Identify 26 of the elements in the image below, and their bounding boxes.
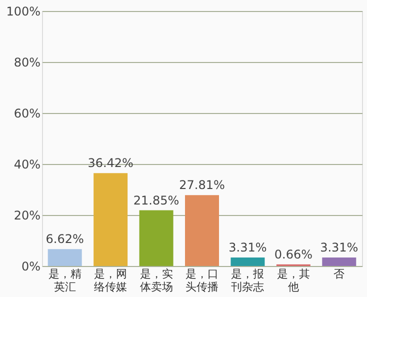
data-label: 27.81% bbox=[179, 178, 225, 192]
bar bbox=[185, 195, 219, 266]
x-tick-label: 是，精英汇 bbox=[48, 268, 82, 294]
y-tick-label: 40% bbox=[14, 158, 40, 172]
x-tick-label: 是，实体卖场 bbox=[140, 268, 173, 294]
y-tick-label: 60% bbox=[14, 106, 40, 120]
x-tick-label: 是，其他 bbox=[276, 268, 310, 294]
x-tick-label: 是，口头传播 bbox=[186, 268, 218, 294]
data-label: 3.31% bbox=[228, 240, 267, 255]
bar bbox=[94, 173, 128, 266]
x-tick-label: 是，网络传媒 bbox=[94, 268, 128, 294]
y-tick-label: 100% bbox=[6, 4, 40, 18]
y-tick-label: 0% bbox=[21, 260, 40, 274]
data-label: 36.42% bbox=[88, 156, 134, 170]
y-tick-label: 20% bbox=[14, 208, 40, 222]
y-tick-label: 80% bbox=[14, 56, 40, 70]
data-label: 3.31% bbox=[320, 240, 358, 255]
bar bbox=[322, 258, 356, 266]
data-label: 6.62% bbox=[46, 232, 84, 246]
data-label: 0.66% bbox=[274, 247, 312, 262]
x-tick-label: 是，报刊杂志 bbox=[231, 268, 264, 294]
data-label: 21.85% bbox=[133, 193, 180, 208]
bar bbox=[230, 258, 265, 266]
x-tick-label: 否 bbox=[334, 268, 345, 280]
bar bbox=[139, 210, 174, 266]
bar bbox=[48, 249, 82, 266]
